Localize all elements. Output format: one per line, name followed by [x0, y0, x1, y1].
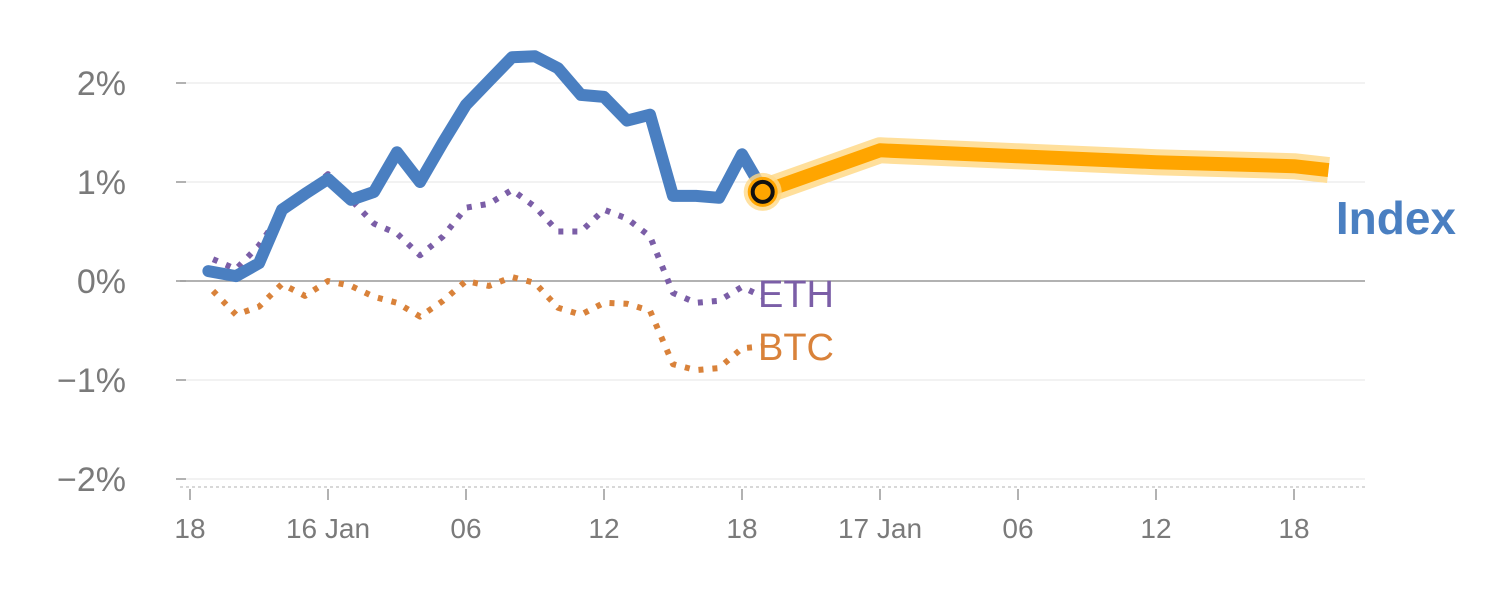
x-tick-label-0: 18 — [174, 513, 205, 544]
y-tick-label-1: 1% — [77, 164, 126, 202]
x-axis-tick-labels: 18 16 Jan 06 12 18 17 Jan 06 12 18 — [174, 513, 1309, 544]
series-line-index — [202, 50, 769, 283]
x-tick-label-4: 18 — [726, 513, 757, 544]
x-tick-label-5: 17 Jan — [838, 513, 922, 544]
y-axis-tick-labels: 2% 1% 0% −1% −2% — [57, 65, 126, 499]
x-tick-label-6: 06 — [1002, 513, 1033, 544]
x-tick-label-2: 06 — [450, 513, 481, 544]
y-tick-label-0: 2% — [77, 65, 126, 103]
y-tick-label-2: 0% — [77, 263, 126, 301]
x-tick-label-7: 12 — [1140, 513, 1171, 544]
x-axis — [180, 486, 1365, 500]
series-label-eth: ETH — [758, 274, 834, 316]
y-tick-label-3: −1% — [57, 362, 126, 400]
x-tick-label-1: 16 Jan — [286, 513, 370, 544]
x-tick-label-3: 12 — [588, 513, 619, 544]
series-label-btc: BTC — [758, 327, 834, 369]
series-line-btc — [210, 274, 763, 374]
series-line-index-forecast — [760, 143, 1330, 199]
current-value-marker — [750, 179, 775, 204]
y-tick-label-4: −2% — [57, 461, 126, 499]
x-tick-label-8: 18 — [1278, 513, 1309, 544]
series-label-index: Index — [1336, 192, 1457, 244]
series-lines — [202, 50, 1330, 374]
